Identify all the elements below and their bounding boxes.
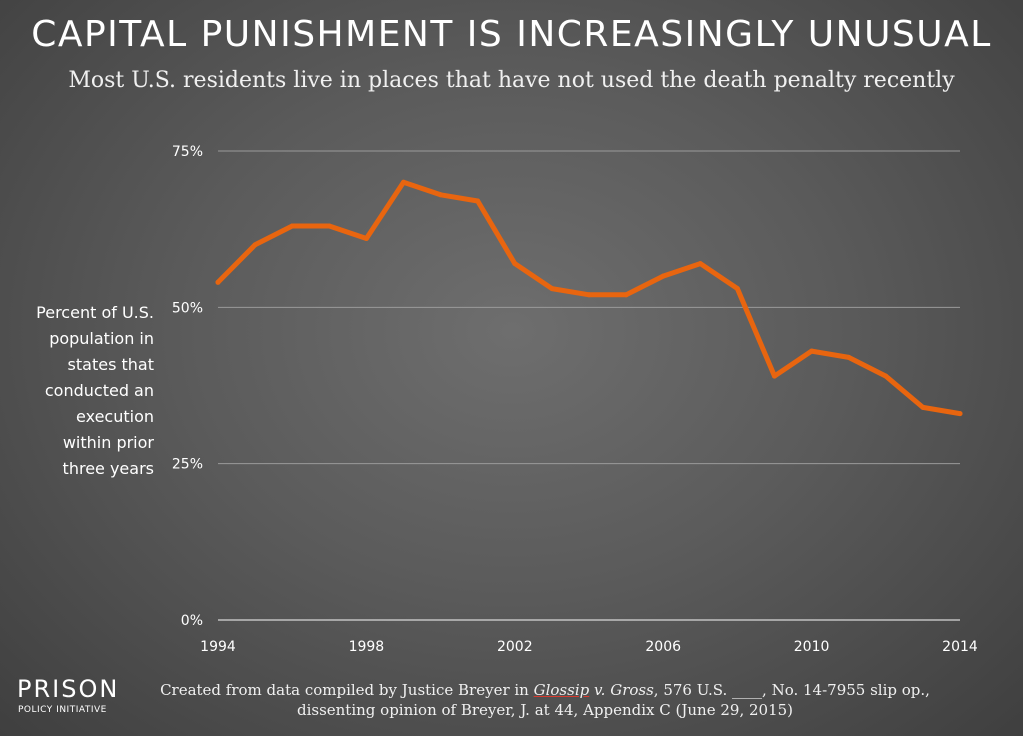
- chart-subtitle: Most U.S. residents live in places that …: [68, 68, 955, 93]
- y-axis-label-line: Percent of U.S.: [36, 303, 154, 322]
- y-tick-label: 0%: [181, 613, 203, 629]
- chart-title: CAPITAL PUNISHMENT IS INCREASINGLY UNUSU…: [31, 14, 992, 55]
- data-point: [920, 404, 926, 410]
- series-layer: [215, 179, 963, 417]
- series-line: [215, 179, 963, 417]
- data-point: [957, 411, 963, 417]
- data-point: [438, 192, 444, 198]
- y-axis-label-line: population in: [49, 329, 154, 348]
- data-point: [772, 373, 777, 379]
- data-point: [326, 223, 332, 229]
- y-tick-label: 25%: [172, 457, 203, 473]
- y-axis-label-line: states that: [67, 355, 154, 374]
- x-tick-label: 2002: [497, 639, 533, 655]
- y-tick-label: 50%: [172, 300, 203, 316]
- y-axis-ticks: 0% 25% 50% 75%: [172, 144, 203, 629]
- data-point: [475, 198, 481, 204]
- source-line-1: Created from data compiled by Justice Br…: [150, 680, 940, 700]
- x-tick-label: 1994: [200, 639, 236, 655]
- gridlines: [218, 150, 960, 621]
- case-name: Glossip v. Gross: [534, 681, 654, 699]
- source-line-2: dissenting opinion of Breyer, J. at 44, …: [296, 701, 794, 719]
- data-point: [512, 261, 518, 267]
- case-name-first: Glossip: [533, 681, 590, 699]
- data-point: [697, 261, 703, 267]
- brand-logo-tagline: POLICY INITIATIVE: [18, 705, 107, 715]
- source-suffix: , 576 U.S. ____, No. 14-7955 slip op.,: [653, 681, 930, 699]
- y-axis-label-line: three years: [62, 459, 154, 478]
- data-point: [549, 286, 555, 292]
- x-tick-label: 2006: [645, 639, 681, 655]
- data-point: [660, 273, 666, 279]
- data-point: [809, 348, 815, 354]
- x-tick-label: 1998: [349, 639, 385, 655]
- data-point: [586, 292, 592, 298]
- x-tick-label: 2010: [794, 639, 830, 655]
- data-point: [734, 286, 740, 292]
- data-point: [883, 373, 889, 379]
- case-name-rest: v. Gross: [589, 681, 654, 699]
- source-note: Created from data compiled by Justice Br…: [150, 680, 940, 720]
- brand-logo-name: PRISON: [17, 675, 120, 703]
- source-prefix: Created from data compiled by Justice Br…: [160, 681, 534, 699]
- x-tick-label: 2014: [942, 639, 978, 655]
- y-axis-label-line: conducted an: [44, 381, 154, 400]
- y-axis-label-line: within prior: [62, 433, 154, 452]
- y-axis-label-line: execution: [76, 407, 154, 426]
- x-axis-ticks: 1994 1998 2002 2006 2010 2014: [200, 639, 978, 655]
- data-point: [363, 236, 369, 241]
- y-tick-label: 75%: [172, 144, 203, 160]
- data-point: [252, 242, 258, 248]
- data-point: [289, 223, 295, 229]
- data-point: [623, 292, 629, 298]
- data-point: [401, 179, 406, 185]
- data-point: [215, 279, 221, 285]
- y-axis-label: Percent of U.S. population in states tha…: [18, 300, 154, 482]
- data-point: [846, 354, 852, 360]
